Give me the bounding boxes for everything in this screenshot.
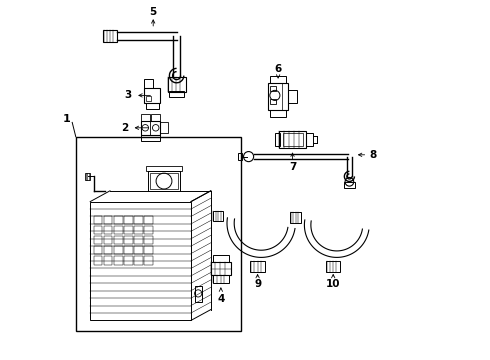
Text: 2: 2 bbox=[122, 123, 129, 133]
Bar bbox=[134, 256, 143, 265]
Bar bbox=[344, 182, 355, 188]
Bar bbox=[141, 114, 149, 121]
Bar bbox=[326, 261, 341, 272]
Bar bbox=[148, 171, 180, 191]
Bar bbox=[94, 216, 102, 224]
Bar bbox=[211, 262, 231, 275]
Bar bbox=[94, 246, 102, 255]
Bar bbox=[124, 226, 133, 234]
Bar bbox=[104, 256, 112, 265]
Text: 7: 7 bbox=[289, 162, 296, 172]
Bar bbox=[94, 256, 102, 265]
Bar bbox=[76, 137, 242, 331]
Bar bbox=[104, 246, 112, 255]
Bar bbox=[146, 166, 182, 171]
Bar bbox=[144, 236, 153, 244]
Bar bbox=[144, 246, 153, 255]
Bar bbox=[114, 226, 122, 234]
Bar bbox=[170, 91, 184, 97]
Bar bbox=[141, 121, 160, 135]
Bar bbox=[269, 83, 288, 110]
Bar bbox=[279, 131, 306, 148]
Text: 4: 4 bbox=[217, 294, 224, 304]
Bar bbox=[250, 261, 265, 272]
Bar bbox=[144, 226, 153, 234]
Bar bbox=[270, 86, 275, 91]
Bar bbox=[124, 236, 133, 244]
Bar bbox=[94, 226, 102, 234]
Text: 1: 1 bbox=[63, 114, 71, 124]
Bar bbox=[151, 114, 160, 121]
Bar bbox=[213, 255, 229, 262]
Bar bbox=[124, 216, 133, 224]
Bar bbox=[270, 99, 275, 104]
Bar bbox=[104, 226, 112, 234]
Bar bbox=[270, 76, 286, 83]
Bar bbox=[144, 216, 153, 224]
Bar bbox=[288, 90, 297, 103]
Bar bbox=[104, 216, 112, 224]
Text: 9: 9 bbox=[254, 279, 261, 289]
Bar bbox=[144, 88, 160, 103]
Bar bbox=[149, 173, 178, 189]
Bar bbox=[290, 212, 301, 223]
Bar bbox=[104, 236, 112, 244]
Bar bbox=[134, 236, 143, 244]
Bar bbox=[146, 103, 159, 109]
Bar bbox=[238, 153, 242, 160]
Bar bbox=[270, 110, 286, 117]
Bar bbox=[213, 211, 223, 221]
Bar bbox=[144, 256, 153, 265]
Bar bbox=[90, 202, 191, 320]
Bar bbox=[114, 216, 122, 224]
Bar bbox=[141, 135, 160, 141]
Bar bbox=[134, 216, 143, 224]
Bar bbox=[114, 236, 122, 244]
Bar bbox=[94, 236, 102, 244]
Bar bbox=[146, 96, 151, 101]
Bar bbox=[283, 133, 303, 146]
Bar bbox=[168, 77, 186, 92]
Bar bbox=[275, 133, 280, 146]
Bar bbox=[114, 246, 122, 255]
Text: 6: 6 bbox=[274, 64, 282, 75]
Bar bbox=[114, 256, 122, 265]
Text: 5: 5 bbox=[149, 6, 157, 17]
Bar bbox=[195, 286, 202, 302]
Text: 10: 10 bbox=[326, 279, 341, 289]
Text: 3: 3 bbox=[124, 90, 132, 100]
Bar bbox=[134, 246, 143, 255]
Bar bbox=[85, 173, 90, 180]
Bar bbox=[124, 256, 133, 265]
Text: 8: 8 bbox=[369, 150, 376, 160]
Bar bbox=[306, 133, 313, 146]
Bar bbox=[160, 122, 168, 133]
Bar bbox=[124, 246, 133, 255]
Bar bbox=[103, 30, 117, 42]
Bar bbox=[144, 79, 153, 88]
Bar bbox=[134, 226, 143, 234]
Bar bbox=[213, 275, 229, 283]
